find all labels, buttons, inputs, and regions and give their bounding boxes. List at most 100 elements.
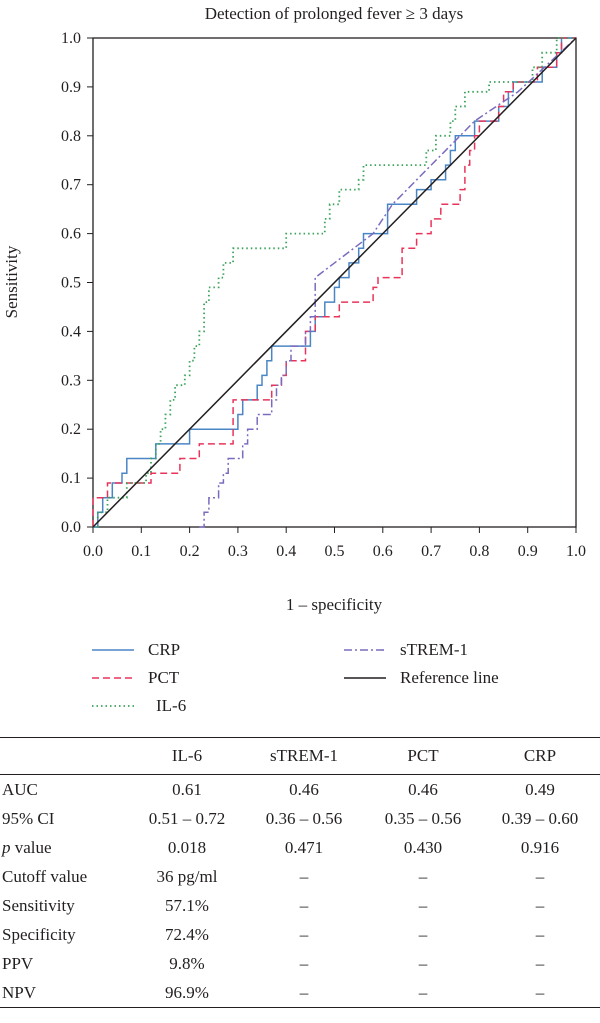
series-line-strem-1 <box>199 37 577 528</box>
legend-label: Reference line <box>400 668 499 687</box>
legend-swatch-solid <box>344 677 386 679</box>
table-cell: – <box>418 866 428 886</box>
legend-item-strem1: sTREM-1 <box>344 640 468 660</box>
y-tick-label: 0.1 <box>61 470 81 487</box>
table-cell: – <box>299 895 309 915</box>
table-cell: – <box>418 953 428 973</box>
chart-title: Detection of prolonged fever ≥ 3 days <box>205 4 464 23</box>
table-header-cell: PCT <box>366 737 480 775</box>
x-tick-label: 0.6 <box>373 543 393 560</box>
y-tick-label: 0.0 <box>61 519 81 536</box>
table-header-cell <box>0 737 132 775</box>
table-cell: – <box>535 866 545 886</box>
legend-item-pct: PCT <box>92 668 179 688</box>
table-cell: 0.49 <box>525 779 555 799</box>
table-cell: 0.36 – 0.56 <box>265 808 343 828</box>
x-tick-label: 0.1 <box>131 543 151 560</box>
table-row-label: PPV <box>2 953 34 973</box>
legend-swatch-dotted <box>92 705 134 707</box>
table-row-label: p value <box>2 837 52 857</box>
table-cell: 0.018 <box>167 837 207 857</box>
legend-label: CRP <box>148 640 181 659</box>
x-tick-label: 0.3 <box>228 543 248 560</box>
table-row-label: 95% CI <box>2 808 55 828</box>
table-row: AUC 0.61 0.46 0.46 0.49 <box>0 775 600 805</box>
table-cell: 96.9% <box>132 978 242 1008</box>
table-cell: – <box>242 978 366 1008</box>
legend-label: IL-6 <box>156 696 187 715</box>
table-cell: 9.8% <box>169 953 205 973</box>
table-row-label: Cutoff value <box>2 866 88 886</box>
table-cell: – <box>299 866 309 886</box>
table-cell: 0.916 <box>520 837 560 857</box>
table-cell: 72.4% <box>165 924 209 944</box>
table-row-label: Specificity <box>2 924 76 944</box>
table-row: 95% CI 0.51 – 0.72 0.36 – 0.56 0.35 – 0.56 0… <box>0 804 600 833</box>
table-cell: 0.430 <box>403 837 443 857</box>
table-cell: 0.51 – 0.72 <box>148 808 226 828</box>
table-header-cell: sTREM-1 <box>242 737 366 775</box>
table-row: Cutoff value 36 pg/ml – – – <box>0 862 600 891</box>
chart-legend: CRP PCT IL-6 sTREM-1 Reference line <box>0 632 600 722</box>
table-cell: – <box>418 924 428 944</box>
table-cell: 0.61 <box>172 779 202 799</box>
table-row: Sensitivity 57.1% – – – <box>0 891 600 920</box>
legend-swatch-solid <box>92 649 134 651</box>
y-axis-label: Sensitivity <box>2 245 21 318</box>
y-tick-label: 0.3 <box>61 372 81 389</box>
x-tick-label: 1.0 <box>566 543 586 560</box>
legend-swatch-dashed <box>92 677 134 679</box>
table-row-label: NPV <box>0 978 132 1008</box>
table-header-cell: IL-6 <box>132 737 242 775</box>
table-cell: – <box>535 953 545 973</box>
legend-item-reference: Reference line <box>344 668 499 688</box>
table-row: PPV 9.8% – – – <box>0 949 600 978</box>
series-line-il-6 <box>93 37 576 528</box>
table-row: Specificity 72.4% – – – <box>0 920 600 949</box>
x-tick-label: 0.8 <box>469 543 489 560</box>
table-cell: 36 pg/ml <box>156 866 218 886</box>
legend-item-crp: CRP <box>92 640 180 660</box>
y-tick-label: 0.9 <box>61 79 81 96</box>
table-cell: – <box>299 953 309 973</box>
y-tick-label: 0.2 <box>61 421 81 438</box>
legend-item-il6: IL-6 <box>92 696 186 716</box>
table-cell: – <box>418 895 428 915</box>
table-row-label: AUC <box>2 779 38 799</box>
series-line-reference-line <box>92 37 577 528</box>
x-tick-label: 0.0 <box>83 543 103 560</box>
stats-table: IL-6 sTREM-1 PCT CRP AUC 0.61 0.46 0.46 0.49… <box>0 737 600 1008</box>
table-cell: 57.1% <box>165 895 209 915</box>
table-cell: 0.46 <box>289 779 319 799</box>
table-cell: – <box>535 895 545 915</box>
x-tick-label: 0.7 <box>421 543 441 560</box>
y-tick-label: 1.0 <box>61 30 81 47</box>
table-row: p value 0.018 0.471 0.430 0.916 <box>0 833 600 862</box>
table-cell: 0.471 <box>284 837 324 857</box>
table-cell: 0.35 – 0.56 <box>384 808 462 828</box>
y-tick-label: 0.8 <box>61 128 81 145</box>
x-tick-label: 0.9 <box>518 543 538 560</box>
plot-area: 0.0 0.1 0.2 0.3 0.4 0.5 0.6 0.7 0.8 0.9 1.0 0.0 0.1 0… <box>61 30 586 560</box>
y-tick-label: 0.7 <box>61 177 81 194</box>
table-cell: 0.39 – 0.60 <box>501 808 579 828</box>
table-cell: – <box>535 924 545 944</box>
legend-swatch-dashdot <box>344 649 386 651</box>
table-cell: 0.46 <box>408 779 438 799</box>
table-cell: – <box>299 924 309 944</box>
roc-chart: Detection of prolonged fever ≥ 3 days 0.… <box>2 4 586 614</box>
table-cell: – <box>366 978 480 1008</box>
x-axis-label: 1 – specificity <box>286 595 383 614</box>
y-tick-label: 0.4 <box>61 323 81 340</box>
x-tick-label: 0.4 <box>276 543 296 560</box>
y-tick-label: 0.6 <box>61 226 81 243</box>
legend-label: PCT <box>148 668 180 687</box>
y-tick-label: 0.5 <box>61 275 81 292</box>
table-header-row: IL-6 sTREM-1 PCT CRP <box>0 737 600 775</box>
table-row: NPV 96.9% – – – <box>0 978 600 1008</box>
x-tick-label: 0.5 <box>325 543 345 560</box>
legend-label: sTREM-1 <box>400 640 468 659</box>
table-cell: – <box>480 978 600 1008</box>
table-row-label: Sensitivity <box>2 895 75 915</box>
table-header-cell: CRP <box>480 737 600 775</box>
